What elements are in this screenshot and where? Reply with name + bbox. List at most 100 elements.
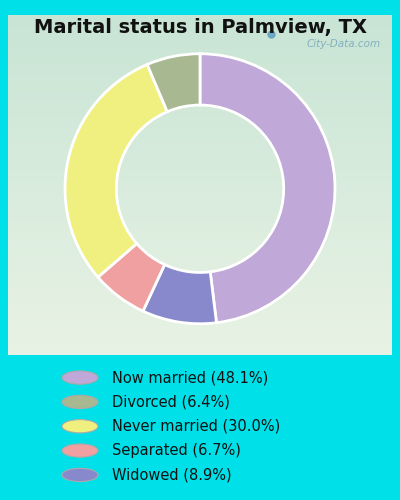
- Text: Divorced (6.4%): Divorced (6.4%): [112, 394, 230, 409]
- Bar: [8, 114, 392, 117]
- Bar: [8, 35, 392, 37]
- Bar: [8, 346, 392, 350]
- Bar: [8, 83, 392, 86]
- Bar: [8, 352, 392, 355]
- Bar: [8, 49, 392, 52]
- Bar: [8, 106, 392, 108]
- Bar: [8, 58, 392, 60]
- Bar: [8, 267, 392, 270]
- Bar: [8, 162, 392, 165]
- Bar: [8, 298, 392, 301]
- Bar: [8, 137, 392, 140]
- Bar: [8, 122, 392, 126]
- Bar: [8, 214, 392, 216]
- Bar: [8, 29, 392, 32]
- Bar: [8, 304, 392, 307]
- Bar: [8, 78, 392, 80]
- Bar: [8, 338, 392, 341]
- Wedge shape: [200, 54, 335, 322]
- Bar: [8, 156, 392, 160]
- Bar: [8, 134, 392, 137]
- Bar: [8, 103, 392, 106]
- Bar: [8, 248, 392, 250]
- Bar: [8, 253, 392, 256]
- Bar: [8, 222, 392, 224]
- Bar: [8, 160, 392, 162]
- Circle shape: [62, 396, 98, 408]
- Bar: [8, 236, 392, 239]
- Text: Marital status in Palmview, TX: Marital status in Palmview, TX: [34, 18, 366, 36]
- Bar: [8, 185, 392, 188]
- Bar: [8, 199, 392, 202]
- Bar: [8, 219, 392, 222]
- Bar: [8, 180, 392, 182]
- Bar: [8, 128, 392, 131]
- Bar: [8, 74, 392, 78]
- Bar: [8, 282, 392, 284]
- Bar: [8, 278, 392, 281]
- Bar: [8, 24, 392, 26]
- Bar: [8, 307, 392, 310]
- Bar: [8, 270, 392, 273]
- Bar: [8, 63, 392, 66]
- Bar: [8, 335, 392, 338]
- Bar: [8, 276, 392, 278]
- Bar: [8, 205, 392, 208]
- Bar: [8, 92, 392, 94]
- Bar: [8, 262, 392, 264]
- Bar: [8, 292, 392, 296]
- Text: Widowed (8.9%): Widowed (8.9%): [112, 468, 232, 482]
- Bar: [8, 330, 392, 332]
- Bar: [8, 202, 392, 205]
- Bar: [8, 188, 392, 190]
- Bar: [8, 296, 392, 298]
- Bar: [8, 142, 392, 146]
- Bar: [8, 344, 392, 346]
- Bar: [8, 350, 392, 352]
- Bar: [8, 165, 392, 168]
- Bar: [8, 40, 392, 43]
- Bar: [8, 168, 392, 171]
- Bar: [8, 72, 392, 74]
- Bar: [8, 332, 392, 335]
- Bar: [8, 18, 392, 21]
- Bar: [8, 94, 392, 97]
- Bar: [8, 324, 392, 326]
- Bar: [8, 273, 392, 276]
- Bar: [8, 230, 392, 233]
- Bar: [8, 97, 392, 100]
- Bar: [8, 287, 392, 290]
- Bar: [8, 88, 392, 92]
- Bar: [8, 182, 392, 185]
- Bar: [8, 46, 392, 49]
- Bar: [8, 244, 392, 248]
- Bar: [8, 66, 392, 69]
- Bar: [8, 146, 392, 148]
- Wedge shape: [98, 244, 165, 311]
- Bar: [8, 112, 392, 114]
- Bar: [8, 233, 392, 236]
- Bar: [8, 171, 392, 173]
- Text: City-Data.com: City-Data.com: [306, 39, 380, 49]
- Bar: [8, 326, 392, 330]
- Bar: [8, 256, 392, 258]
- Bar: [8, 100, 392, 103]
- Bar: [8, 284, 392, 287]
- Circle shape: [62, 371, 98, 384]
- Bar: [8, 264, 392, 267]
- Bar: [8, 80, 392, 83]
- Wedge shape: [143, 264, 216, 324]
- Text: Separated (6.7%): Separated (6.7%): [112, 443, 241, 458]
- Bar: [8, 26, 392, 29]
- Bar: [8, 140, 392, 142]
- Bar: [8, 250, 392, 253]
- Bar: [8, 301, 392, 304]
- Bar: [8, 117, 392, 120]
- Bar: [8, 32, 392, 35]
- Bar: [8, 148, 392, 151]
- Bar: [8, 310, 392, 312]
- Bar: [8, 216, 392, 219]
- Bar: [8, 316, 392, 318]
- Bar: [8, 20, 392, 24]
- Bar: [8, 69, 392, 71]
